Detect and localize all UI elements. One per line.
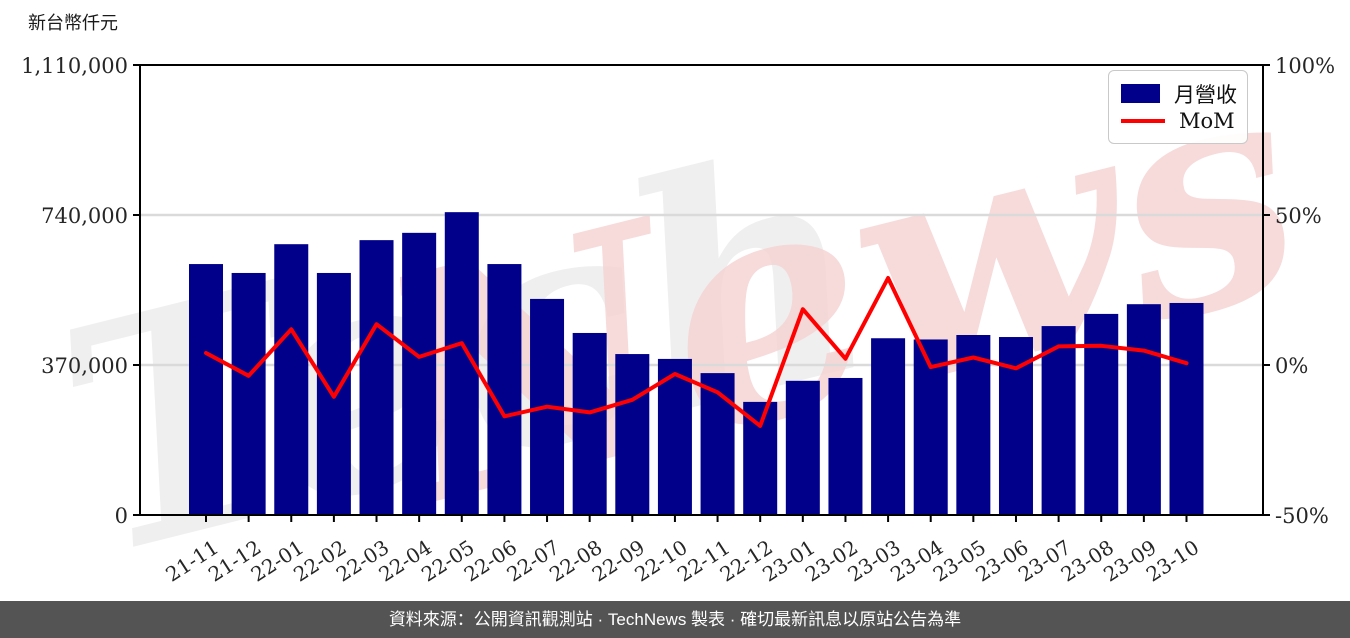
- plot-border: [139, 64, 1264, 516]
- revenue-bar-21-11: [189, 264, 223, 515]
- y-right-tick-label: 100%: [1275, 54, 1335, 78]
- y-right-tick-label: 0%: [1275, 354, 1308, 378]
- legend-row-mom: MoM: [1121, 107, 1237, 134]
- revenue-bar-22-01: [274, 244, 309, 515]
- chart-canvas: TechNews0370,000740,0001,110,000-50%0%50…: [21, 1, 1335, 601]
- legend-line-swatch-icon: [1121, 118, 1165, 123]
- revenue-bar-21-12: [231, 272, 266, 515]
- y-left-tick-label: 0: [115, 504, 128, 528]
- legend-row-revenue: 月營收: [1121, 80, 1237, 107]
- revenue-bar-22-06: [487, 264, 522, 515]
- mom-line: [204, 276, 1189, 428]
- revenue-bar-22-03: [359, 240, 394, 515]
- y-left-tick-label: 1,110,000: [21, 54, 128, 78]
- y-axis-unit-label: 新台幣仟元: [28, 13, 118, 34]
- revenue-bar-23-09: [1126, 304, 1161, 515]
- revenue-bar-23-03: [871, 338, 906, 515]
- legend-bar-swatch-icon: [1121, 84, 1160, 103]
- revenue-bar-22-11: [700, 373, 735, 515]
- y-right-tick-label: 50%: [1275, 204, 1322, 228]
- revenue-bar-22-10: [657, 358, 692, 515]
- revenue-bar-23-01: [785, 380, 820, 515]
- revenue-bar-23-10: [1169, 302, 1204, 515]
- revenue-bar-23-07: [1041, 326, 1076, 515]
- source-footer: 資料來源：公開資訊觀測站 · TechNews 製表 · 確切最新訊息以原站公告…: [0, 601, 1350, 638]
- revenue-bar-22-09: [615, 354, 650, 515]
- revenue-bar-22-08: [572, 332, 607, 515]
- revenue-bar-22-04: [402, 232, 437, 516]
- legend-bar-label: 月營收: [1174, 82, 1237, 107]
- y-left-tick-label: 370,000: [41, 354, 128, 378]
- y-right-tick-label: -50%: [1275, 504, 1329, 528]
- legend: 月營收 MoM: [1108, 70, 1248, 144]
- legend-line-label: MoM: [1179, 108, 1235, 133]
- revenue-bar-23-02: [828, 377, 863, 515]
- y-left-tick-label: 740,000: [41, 204, 128, 228]
- revenue-bar-23-05: [956, 335, 991, 515]
